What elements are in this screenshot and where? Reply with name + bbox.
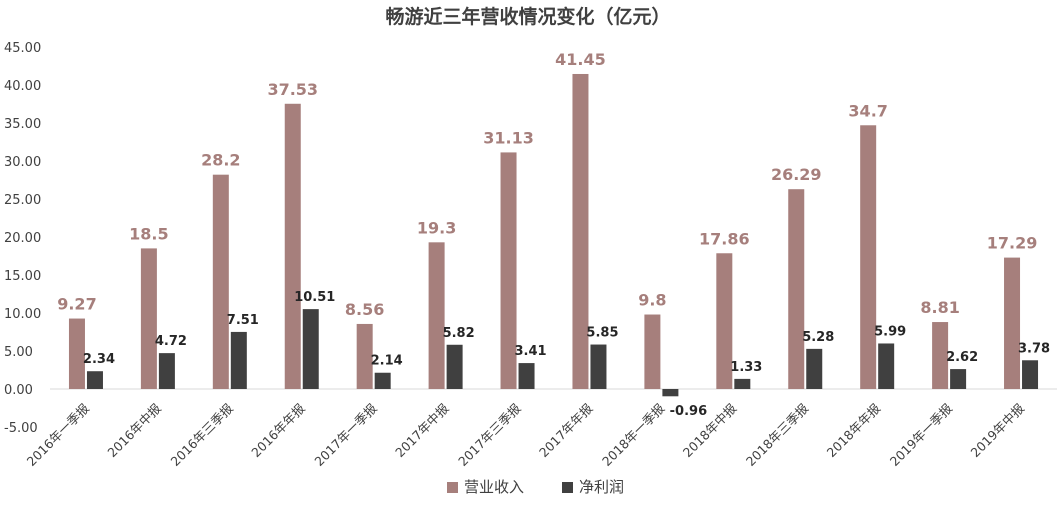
revenue-bar (788, 189, 805, 389)
revenue-bar (500, 152, 517, 389)
revenue-value-label: 18.5 (129, 224, 168, 243)
revenue-bar (572, 73, 589, 389)
profit-value-label: 2.34 (83, 352, 115, 367)
y-tick-label: 35.00 (4, 117, 41, 132)
profit-bar (878, 343, 895, 389)
revenue-value-label: 8.56 (345, 300, 384, 319)
profit-value-label: 2.14 (371, 354, 403, 369)
y-tick-label: 40.00 (4, 79, 41, 94)
y-tick-label: 15.00 (4, 269, 41, 284)
profit-value-label: 5.82 (443, 326, 475, 341)
y-axis: -5.00 0.00 5.00 10.00 15.00 20.00 25.00 30.00 35… (4, 41, 1057, 436)
y-tick-label: 0.00 (4, 383, 33, 398)
profit-value-label: 1.33 (730, 360, 762, 375)
profit-value-label: 3.41 (514, 344, 546, 359)
x-tick-label: 2016年中报 (104, 400, 164, 460)
y-tick-label: 5.00 (4, 345, 33, 360)
x-tick-label: 2018年一季报 (599, 400, 668, 469)
revenue-bar (212, 174, 229, 389)
x-tick-label: 2019年中报 (968, 400, 1028, 460)
revenue-value-label: 17.29 (987, 234, 1038, 253)
profit-bar (302, 309, 319, 389)
x-tick-label: 2018年年报 (824, 400, 884, 460)
revenue-value-label: 8.81 (920, 298, 959, 317)
profit-bar (230, 331, 247, 389)
profit-value-label: 5.85 (586, 326, 618, 341)
profit-value-label: 5.28 (802, 330, 834, 345)
legend-swatch-revenue (447, 482, 458, 493)
profit-bar (1022, 360, 1039, 389)
profit-bar (374, 372, 391, 389)
revenue-bar (932, 322, 949, 389)
x-tick-label: 2017年一季报 (311, 400, 380, 469)
revenue-bar (1004, 257, 1021, 389)
profit-bar (662, 389, 679, 397)
x-tick-label: 2017年中报 (392, 400, 452, 460)
profit-bar (86, 371, 103, 389)
profit-bar (590, 344, 607, 389)
revenue-bar (716, 253, 733, 389)
revenue-value-label: 9.27 (57, 295, 96, 314)
profit-value-label: 3.78 (1018, 341, 1050, 356)
data-labels: 9.27 2.34 18.5 4.72 28.2 7.51 37.53 10.51 8.56 2.… (57, 50, 1050, 419)
revenue-value-label: 34.7 (848, 101, 887, 120)
chart-title: 畅游近三年营收情况变化（亿元） (385, 5, 670, 28)
revenue-value-label: 37.53 (267, 80, 318, 99)
profit-value-label: 10.51 (294, 290, 335, 305)
profit-bar (950, 369, 967, 389)
legend: 营业收入 净利润 (447, 478, 624, 496)
y-tick-label: 30.00 (4, 155, 41, 170)
revenue-value-label: 9.8 (638, 291, 666, 310)
revenue-value-label: 31.13 (483, 128, 534, 147)
x-tick-label: 2016年三季报 (167, 400, 236, 469)
x-tick-label: 2017年三季报 (455, 400, 524, 469)
revenue-value-label: 41.45 (555, 50, 606, 69)
x-tick-label: 2016年年报 (248, 400, 308, 460)
y-tick-label: 25.00 (4, 193, 41, 208)
profit-value-label: 2.62 (946, 350, 978, 365)
revenue-value-label: 28.2 (201, 151, 240, 170)
bars (68, 73, 1039, 397)
y-tick-label: 45.00 (4, 41, 41, 56)
profit-value-label: 7.51 (227, 313, 259, 328)
revenue-value-label: 17.86 (699, 229, 750, 248)
profit-bar (806, 348, 823, 389)
profit-value-label: 4.72 (155, 334, 187, 349)
revenue-bar (356, 323, 373, 389)
revenue-bar (644, 314, 661, 389)
legend-label-revenue: 营业收入 (464, 478, 524, 496)
profit-bar (734, 378, 751, 389)
revenue-value-label: 19.3 (417, 218, 456, 237)
revenue-bar (860, 125, 877, 389)
profit-value-label: 5.99 (874, 324, 906, 339)
legend-label-profit: 净利润 (579, 478, 624, 496)
profit-bar (158, 353, 175, 389)
y-tick-label: 20.00 (4, 231, 41, 246)
x-tick-label: 2019年一季报 (887, 400, 956, 469)
y-tick-label: 10.00 (4, 307, 41, 322)
x-tick-label: 2017年年报 (536, 400, 596, 460)
revenue-bar (428, 242, 445, 389)
profit-bar (446, 344, 463, 389)
profit-value-label: -0.96 (670, 404, 707, 419)
revenue-value-label: 26.29 (771, 165, 822, 184)
x-tick-label: 2018年三季报 (743, 400, 812, 469)
x-axis: 2016年一季报 2016年中报 2016年三季报 2016年年报 2017年一季报 20… (24, 400, 1028, 469)
revenue-bar (68, 318, 85, 389)
y-tick-label: -5.00 (4, 421, 38, 436)
profit-bar (518, 363, 535, 389)
revenue-bar (140, 248, 157, 389)
revenue-bar (284, 103, 301, 389)
legend-swatch-profit (562, 482, 573, 493)
